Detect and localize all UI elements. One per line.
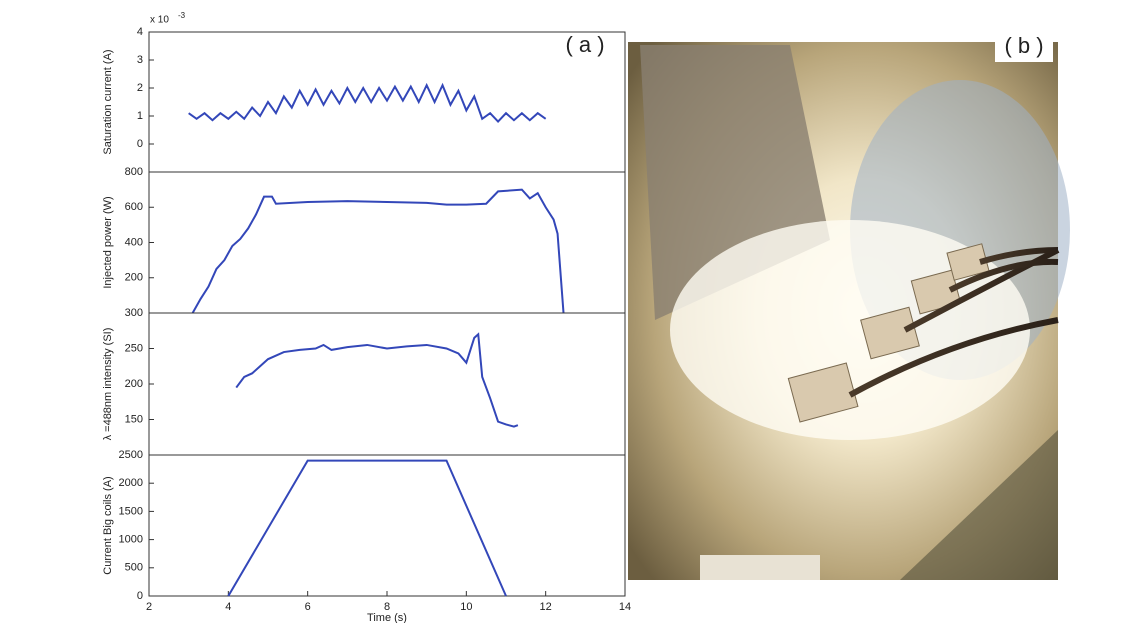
y-axis-label: Saturation current (A) [102, 49, 114, 154]
y-axis-label: λ =488nm intensity (SI) [102, 328, 114, 441]
y-tick-label: 2000 [119, 477, 143, 489]
axes-box [148, 312, 626, 456]
panel-label: ( b ) [1004, 33, 1043, 58]
y-tick-label: 800 [125, 166, 143, 178]
y-tick-label: 200 [125, 272, 143, 284]
data-line [235, 332, 519, 428]
y-tick-label: 2500 [119, 449, 143, 461]
multiplier-exponent: -3 [178, 11, 186, 20]
x-tick-label: 10 [460, 601, 472, 613]
y-tick-label: 3 [137, 54, 143, 66]
y-tick-label: 400 [125, 236, 143, 248]
axes-box [148, 171, 626, 314]
y-axis-label: Current Big coils (A) [102, 476, 114, 574]
axes-box [148, 454, 626, 597]
label-bg [555, 32, 615, 62]
x-tick-label: 14 [619, 601, 631, 613]
y-tick-label: 250 [125, 342, 143, 354]
y-tick-label: 500 [125, 562, 143, 574]
label-bg [995, 34, 1053, 62]
y-tick-label: 0 [137, 590, 143, 602]
x-tick-label: 2 [146, 601, 152, 613]
y-tick-label: 600 [125, 201, 143, 213]
panel-label: ( a ) [565, 32, 604, 57]
data-line [227, 459, 507, 597]
x-tick-label: 12 [540, 601, 552, 613]
y-tick-label: 1000 [119, 534, 143, 546]
y-tick-label: 200 [125, 378, 143, 390]
y-tick-label: 150 [125, 413, 143, 425]
x-tick-label: 8 [384, 601, 390, 613]
x-tick-label: 6 [305, 601, 311, 613]
y-tick-label: 300 [125, 307, 143, 319]
photo [628, 42, 1070, 580]
y-tick-label: 0 [137, 138, 143, 150]
x-tick-label: 4 [225, 601, 231, 613]
multiplier: x 10 [150, 15, 169, 26]
y-tick-label: 1500 [119, 505, 143, 517]
x-axis-label: Time (s) [367, 612, 407, 623]
data-line [191, 188, 565, 314]
data-line [188, 82, 547, 124]
y-tick-label: 4 [137, 26, 143, 38]
y-axis-label: Injected power (W) [102, 196, 114, 288]
y-tick-label: 2 [137, 82, 143, 94]
y-tick-label: 1 [137, 110, 143, 122]
